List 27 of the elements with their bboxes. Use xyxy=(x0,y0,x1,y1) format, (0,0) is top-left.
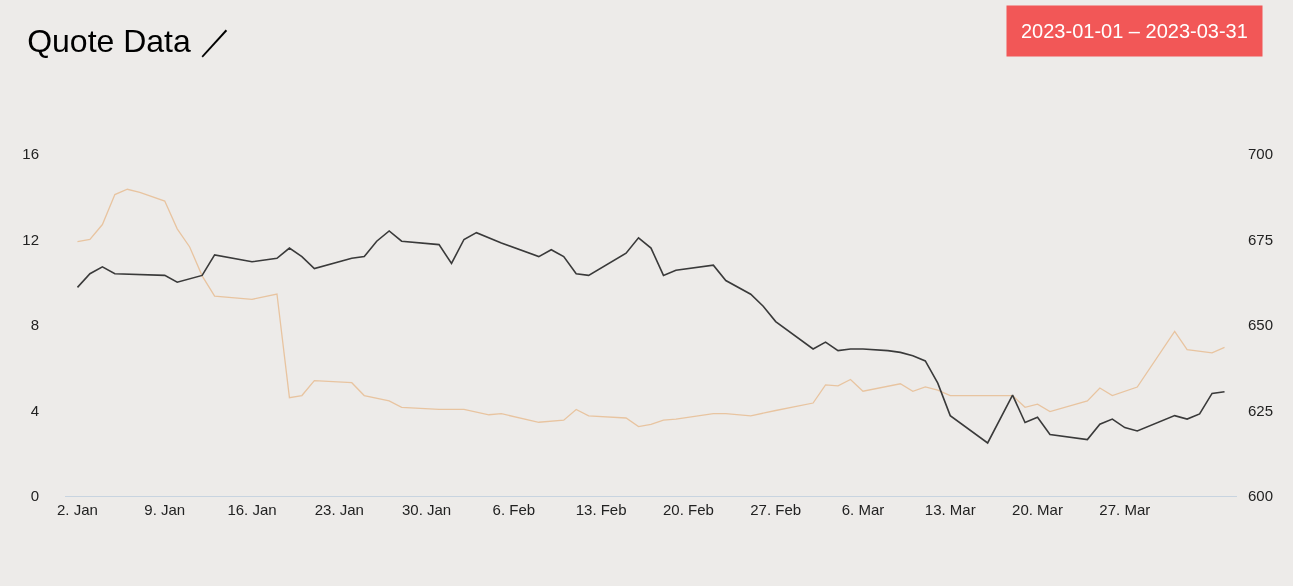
x-tick-label: 16. Jan xyxy=(227,501,277,518)
text: 2023-01-01 – 2023-03-31 xyxy=(1021,20,1248,42)
x-tick-label: 23. Jan xyxy=(314,501,364,518)
y2-tick-label: 700 xyxy=(1248,145,1274,163)
y-tick-label: 16 xyxy=(22,145,39,163)
x-tick-label: 20. Feb xyxy=(662,501,714,518)
x-tick-label: 13. Feb xyxy=(575,501,627,518)
y-tick-label: 8 xyxy=(30,316,39,334)
x-tick-label: 27. Mar xyxy=(1099,501,1151,518)
x-tick-label: 30. Jan xyxy=(401,501,452,518)
x-tick-label: 6. Mar xyxy=(841,501,885,518)
y2-tick-label: 675 xyxy=(1248,230,1274,248)
y2-tick-label: 625 xyxy=(1248,401,1274,419)
x-tick-label: 9. Jan xyxy=(144,501,186,518)
y-tick-label: 0 xyxy=(30,487,39,505)
x-tick-label: 27. Feb xyxy=(750,501,802,518)
line-series xyxy=(76,188,1226,428)
y2-tick-label: 650 xyxy=(1248,316,1274,334)
y2-tick-label: 600 xyxy=(1248,487,1274,505)
x-tick-label: 20. Mar xyxy=(1012,501,1063,518)
y-tick-label: 4 xyxy=(30,401,39,419)
line-series xyxy=(76,230,1226,444)
x-tick-label: 6. Feb xyxy=(492,501,536,518)
chart-title: Quote Data ／ xyxy=(27,23,232,60)
x-tick-label: 2. Jan xyxy=(57,501,98,518)
x-tick-label: 13. Mar xyxy=(924,501,976,518)
y-tick-label: 12 xyxy=(22,230,39,248)
